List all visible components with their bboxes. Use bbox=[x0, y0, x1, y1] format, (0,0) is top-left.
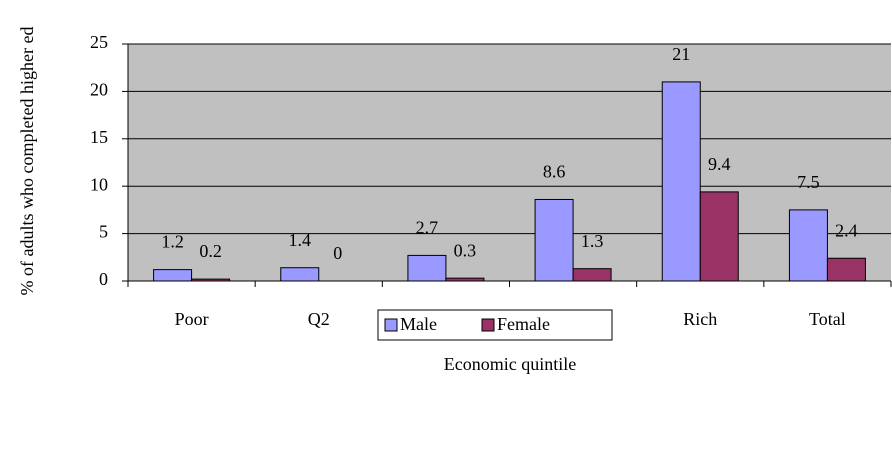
x-tick-label: Total bbox=[809, 309, 846, 329]
legend-box bbox=[377, 309, 613, 341]
bar bbox=[280, 267, 320, 282]
legend-swatch bbox=[481, 318, 495, 332]
bar bbox=[534, 198, 574, 282]
y-tick-label: 5 bbox=[99, 222, 108, 242]
x-tick-label: Poor bbox=[175, 309, 209, 329]
bar bbox=[661, 81, 701, 282]
legend-swatch bbox=[384, 318, 398, 332]
bar bbox=[788, 209, 828, 282]
legend-label: Female bbox=[497, 314, 550, 334]
data-label: 0.3 bbox=[454, 240, 477, 260]
data-label: 2.7 bbox=[416, 218, 439, 238]
data-label: 2.4 bbox=[835, 220, 858, 240]
bar bbox=[699, 191, 739, 282]
data-label: 0.2 bbox=[199, 241, 222, 261]
y-tick-label: 15 bbox=[90, 127, 108, 147]
bar bbox=[407, 254, 447, 282]
y-tick-label: 0 bbox=[99, 269, 108, 289]
bar bbox=[153, 269, 193, 282]
plot-area bbox=[128, 44, 891, 281]
y-axis-label: % of adults who completed higher ed bbox=[17, 26, 37, 296]
bar bbox=[826, 257, 866, 282]
y-tick-label: 25 bbox=[90, 32, 108, 52]
legend-label: Male bbox=[400, 314, 437, 334]
data-label: 8.6 bbox=[543, 162, 566, 182]
y-tick-label: 20 bbox=[90, 80, 108, 100]
x-tick-label: Q2 bbox=[308, 309, 330, 329]
y-tick-label: 10 bbox=[90, 174, 108, 194]
data-label: 9.4 bbox=[708, 154, 731, 174]
data-label: 1.3 bbox=[581, 231, 604, 251]
x-axis-label: Economic quintile bbox=[444, 354, 576, 374]
data-label: 1.2 bbox=[161, 232, 184, 252]
data-label: 0 bbox=[333, 243, 342, 263]
x-tick-label: Rich bbox=[683, 309, 717, 329]
bar bbox=[572, 268, 612, 282]
data-label: 1.4 bbox=[289, 230, 312, 250]
data-label: 21 bbox=[672, 44, 690, 64]
data-label: 7.5 bbox=[797, 172, 820, 192]
